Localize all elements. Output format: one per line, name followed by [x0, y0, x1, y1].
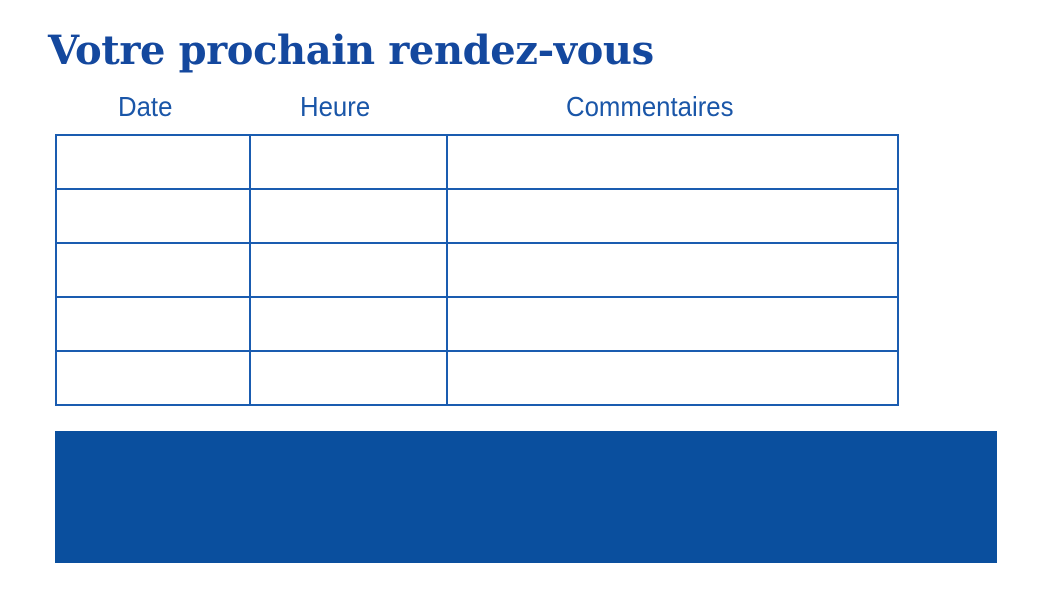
cell-commentaires[interactable] — [446, 188, 899, 244]
appointment-table — [55, 134, 899, 406]
cell-heure[interactable] — [249, 242, 448, 298]
cell-commentaires[interactable] — [446, 296, 899, 352]
blue-banner-block — [55, 431, 997, 563]
page-title: Votre prochain rendez-vous — [48, 27, 654, 74]
appointment-table-body — [55, 134, 899, 406]
cell-date[interactable] — [55, 188, 251, 244]
cell-heure[interactable] — [249, 134, 448, 190]
table-row — [55, 296, 899, 352]
table-row — [55, 242, 899, 298]
cell-heure[interactable] — [249, 188, 448, 244]
cell-commentaires[interactable] — [446, 134, 899, 190]
column-header-heure: Heure — [300, 91, 371, 122]
table-column-headers: Date Heure Commentaires — [55, 90, 897, 126]
column-header-commentaires: Commentaires — [566, 91, 734, 122]
cell-heure[interactable] — [249, 350, 448, 406]
cell-heure[interactable] — [249, 296, 448, 352]
cell-commentaires[interactable] — [446, 242, 899, 298]
cell-date[interactable] — [55, 134, 251, 190]
cell-date[interactable] — [55, 350, 251, 406]
cell-date[interactable] — [55, 242, 251, 298]
column-header-date: Date — [118, 91, 173, 122]
table-row — [55, 134, 899, 190]
cell-date[interactable] — [55, 296, 251, 352]
cell-commentaires[interactable] — [446, 350, 899, 406]
table-row — [55, 188, 899, 244]
table-row — [55, 350, 899, 406]
